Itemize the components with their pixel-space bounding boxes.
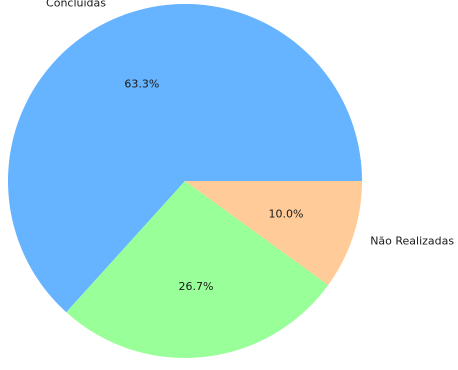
pie-slice-2 bbox=[185, 181, 362, 286]
pie-slice-0 bbox=[7, 4, 362, 313]
slice-percent-label-2: 10.0% bbox=[269, 207, 304, 220]
slice-category-label-0: Concluídas bbox=[46, 0, 106, 10]
slices-layer bbox=[7, 4, 362, 359]
pie-slice-1 bbox=[66, 181, 329, 359]
slice-percent-label-1: 26.7% bbox=[179, 280, 214, 293]
slice-percent-label-0: 63.3% bbox=[124, 77, 159, 90]
slice-category-label-2: Não Realizadas bbox=[370, 235, 454, 248]
